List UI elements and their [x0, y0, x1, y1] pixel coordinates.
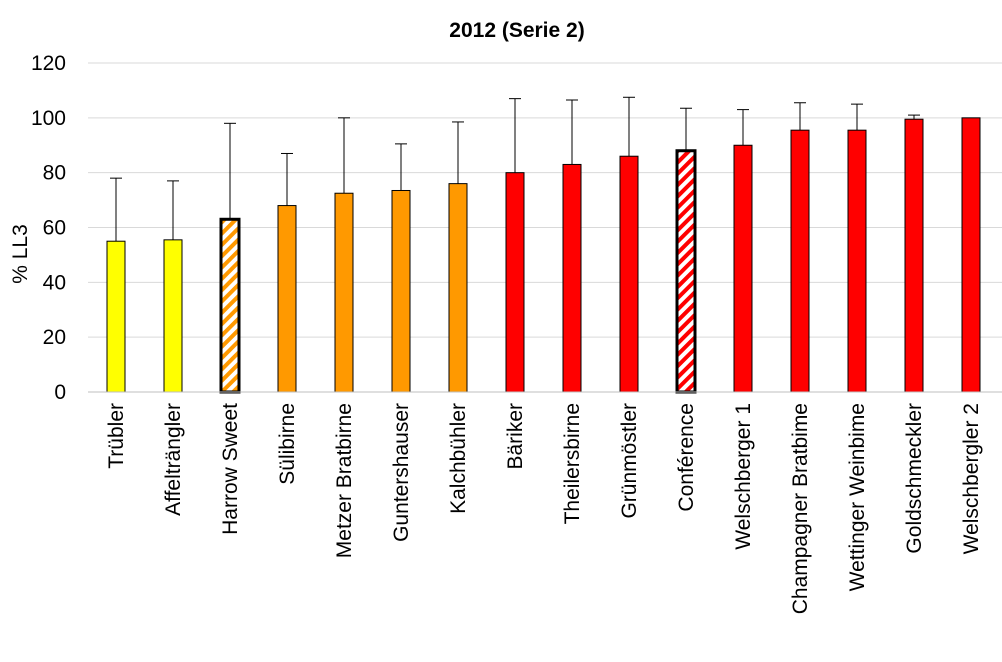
x-tick-label: Harrow Sweet — [219, 403, 242, 535]
x-tick-label: Wettinger Weinbime — [846, 403, 869, 591]
x-tick-label: Welschbergler 2 — [960, 403, 983, 554]
x-tick-label: Kalchbühler — [447, 403, 470, 514]
bar — [334, 192, 354, 393]
bar — [961, 117, 981, 393]
x-axis-ticks: Trübler Affelträngler Harrow Sweet Sülibirn… — [105, 403, 983, 614]
x-tick-label: Affelträngler — [162, 403, 185, 516]
bar — [505, 172, 525, 393]
x-tick-label: Goldschmeckler — [903, 403, 926, 554]
bar — [106, 240, 126, 393]
y-tick-label: 20 — [43, 326, 66, 349]
bar — [790, 129, 810, 393]
x-tick-label: Bäriker — [504, 403, 527, 470]
x-tick-label: Grünmöstler — [618, 403, 641, 519]
x-tick-label: Guntershauser — [390, 403, 413, 542]
y-tick-label: 120 — [31, 52, 66, 75]
y-tick-label: 0 — [54, 381, 66, 404]
y-tick-label: 60 — [43, 217, 66, 240]
x-tick-label: Sülibirne — [276, 403, 299, 485]
x-tick-label: Welschberger 1 — [732, 403, 755, 550]
bar — [619, 155, 639, 393]
bar — [733, 144, 753, 393]
y-tick-label: 40 — [43, 271, 66, 294]
y-axis-label: % LL3 — [9, 224, 32, 284]
y-tick-label: 100 — [31, 107, 66, 130]
bar — [562, 163, 582, 393]
bars — [106, 117, 981, 394]
y-tick-label: 80 — [43, 162, 66, 185]
error-bars — [110, 96, 920, 242]
bar — [219, 217, 241, 394]
y-axis-ticks: 0 20 40 60 80 100 120 — [31, 52, 66, 404]
x-tick-label: Trübler — [105, 403, 128, 469]
x-tick-label: Champagner Bratbime — [789, 403, 812, 614]
bar — [675, 149, 697, 394]
bar — [448, 183, 468, 393]
chart-title: 2012 (Serie 2) — [449, 19, 584, 42]
x-tick-label: Conférence — [675, 403, 698, 512]
x-tick-label: Metzer Bratbirne — [333, 403, 356, 558]
bar — [277, 205, 297, 393]
bar — [847, 129, 867, 393]
bar — [391, 189, 411, 393]
bar — [163, 239, 183, 393]
x-tick-label: Theilersbirne — [561, 403, 584, 524]
bar — [904, 118, 924, 393]
